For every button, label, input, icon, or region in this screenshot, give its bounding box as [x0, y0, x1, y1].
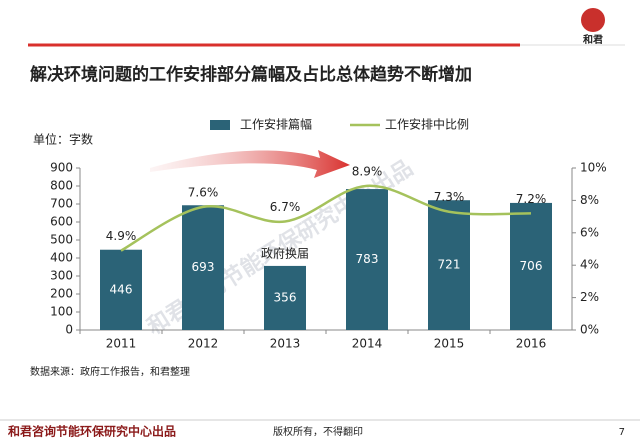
footer-center: 版权所有，不得翻印 [273, 425, 363, 438]
x-tick-label: 2013 [270, 337, 301, 351]
x-tick-label: 2016 [516, 337, 547, 351]
y2-tick-label: 0% [580, 323, 599, 337]
page-number: 7 [619, 427, 625, 438]
slide-title: 解决环境问题的工作安排部分篇幅及占比总体趋势不断增加 [30, 64, 472, 85]
bar-value-label: 721 [438, 258, 461, 272]
logo-text: 和君 [582, 33, 603, 46]
source-note: 数据来源：政府工作报告，和君整理 [30, 365, 190, 378]
legend-swatch [210, 120, 230, 130]
bar [182, 205, 224, 330]
bar-value-label: 356 [274, 290, 297, 304]
line-value-label: 7.2% [516, 192, 547, 206]
trend-arrow [150, 150, 350, 178]
bar-value-label: 693 [192, 260, 215, 274]
bar [264, 265, 306, 330]
y-tick-label: 700 [50, 197, 73, 211]
y-tick-label: 300 [50, 269, 73, 283]
y-tick-label: 200 [50, 287, 73, 301]
line-value-label: 8.9% [352, 164, 383, 178]
bar [428, 200, 470, 330]
x-tick-label: 2011 [106, 337, 137, 351]
bar-value-label: 446 [110, 282, 133, 296]
y-tick-label: 0 [65, 323, 73, 337]
x-tick-label: 2014 [352, 337, 383, 351]
logo-mark [581, 8, 605, 32]
y-tick-label: 900 [50, 161, 73, 175]
y2-tick-label: 8% [580, 193, 599, 207]
y-axis-unit: 单位：字数 [33, 132, 93, 147]
line-value-label: 7.3% [434, 190, 465, 204]
y-tick-label: 800 [50, 179, 73, 193]
ratio-line [120, 184, 532, 252]
x-tick-label: 2015 [434, 337, 465, 351]
bar-value-label: 783 [356, 252, 379, 266]
bar [346, 189, 388, 330]
y-tick-label: 400 [50, 251, 73, 265]
line-value-label: 6.7% [270, 200, 301, 214]
footer-left: 和君咨询节能环保研究中心出品 [7, 424, 176, 439]
bar-value-label: 706 [520, 259, 543, 273]
y-tick-label: 100 [50, 305, 73, 319]
line-value-label: 7.6% [188, 185, 219, 199]
y2-tick-label: 10% [580, 161, 607, 175]
legend-label: 工作安排篇幅 [240, 117, 312, 132]
bar [510, 202, 552, 330]
y-tick-label: 600 [50, 215, 73, 229]
y-tick-label: 500 [50, 233, 73, 247]
annotation: 政府换届 [261, 245, 309, 260]
bar [100, 249, 142, 330]
y2-tick-label: 4% [580, 258, 599, 272]
x-tick-label: 2012 [188, 337, 219, 351]
y2-tick-label: 6% [580, 225, 599, 239]
y2-tick-label: 2% [580, 290, 599, 304]
legend-label: 工作安排中比例 [385, 117, 469, 132]
line-value-label: 4.9% [106, 229, 137, 243]
